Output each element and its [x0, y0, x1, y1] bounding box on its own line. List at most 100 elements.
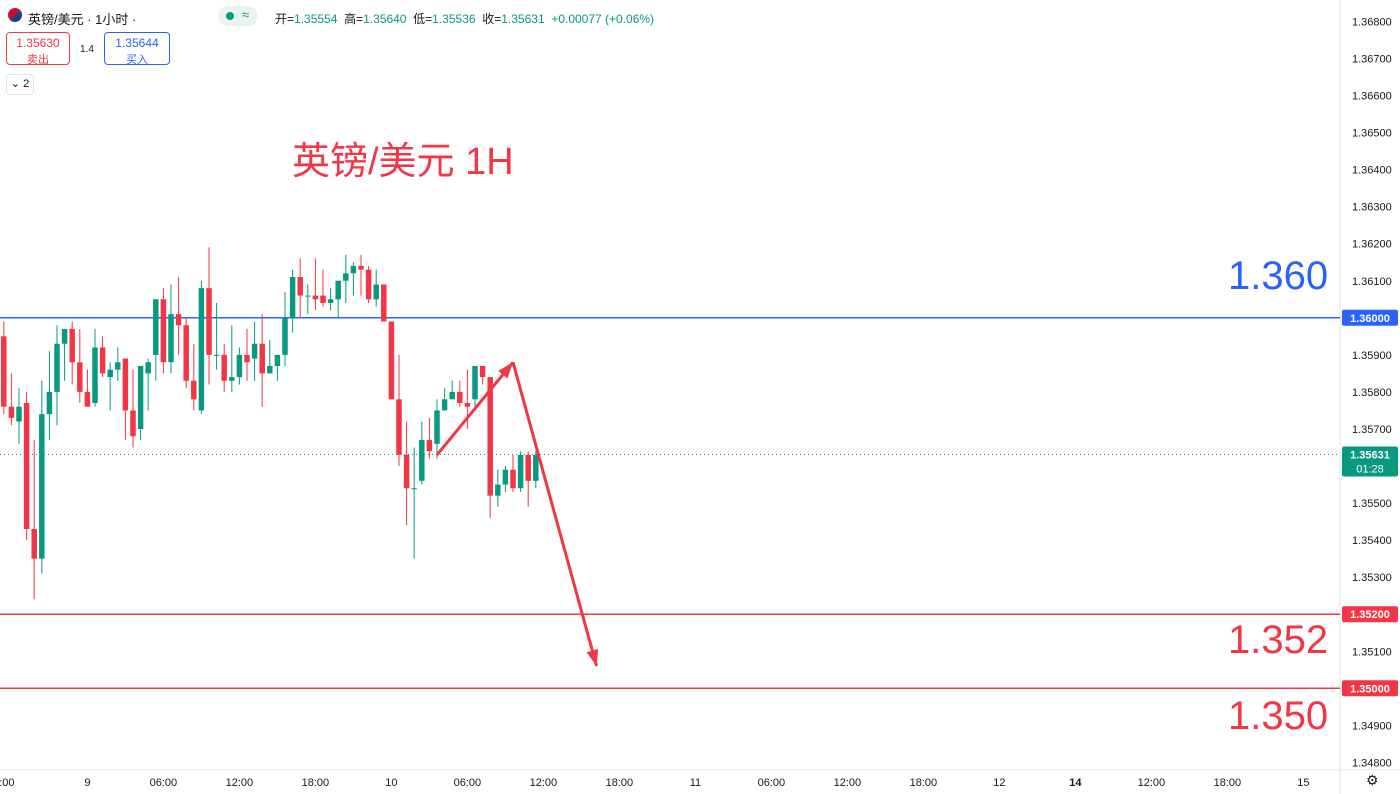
candle-body[interactable]: [388, 321, 395, 400]
chart-header: 英镑/美元 · 1小时 · ≈ 开=1.35554 高=1.35640 低=1.…: [0, 0, 1330, 30]
candle-body[interactable]: [168, 314, 174, 363]
candle-body[interactable]: [358, 265, 364, 270]
buy-button[interactable]: 1.35644 买入: [104, 32, 170, 66]
candle-body[interactable]: [533, 454, 539, 481]
candle-body[interactable]: [373, 284, 379, 300]
current-price-badge: [1342, 446, 1398, 477]
candle-body[interactable]: [69, 328, 75, 363]
candle-body[interactable]: [479, 365, 486, 378]
candle-body[interactable]: [411, 488, 417, 490]
candle-body[interactable]: [61, 328, 68, 344]
candle-body[interactable]: [487, 377, 493, 496]
candle-body[interactable]: [525, 454, 531, 481]
candle-body[interactable]: [251, 343, 258, 359]
spread-value: 1.4: [80, 44, 94, 55]
y-tick-label: 1.34900: [1352, 720, 1392, 732]
candle-body[interactable]: [312, 295, 319, 300]
candle-body[interactable]: [84, 391, 91, 407]
y-tick-label: 1.35400: [1352, 535, 1392, 547]
status-dot-icon: [226, 12, 234, 20]
candle-body[interactable]: [449, 391, 455, 400]
candle-body[interactable]: [130, 410, 136, 437]
candle-body[interactable]: [77, 362, 83, 392]
sell-button[interactable]: 1.35630 卖出: [6, 32, 70, 66]
candle-body[interactable]: [16, 406, 22, 422]
candle-body[interactable]: [335, 280, 341, 300]
high-label: 高=: [344, 12, 364, 26]
candle-body[interactable]: [510, 469, 516, 489]
candle-body[interactable]: [160, 299, 167, 363]
candle-body[interactable]: [267, 365, 273, 374]
candle-body[interactable]: [343, 273, 349, 281]
candle-body[interactable]: [23, 403, 30, 529]
low-value: 1.35536: [432, 12, 476, 26]
candle-body[interactable]: [221, 354, 227, 381]
candle-body[interactable]: [236, 354, 243, 378]
candle-body[interactable]: [457, 391, 463, 404]
settings-gear-icon[interactable]: ⚙: [1366, 772, 1379, 788]
candle-body[interactable]: [183, 325, 189, 381]
candle-body[interactable]: [350, 265, 357, 274]
candle-body[interactable]: [517, 454, 524, 489]
candle-body[interactable]: [206, 288, 212, 355]
layers-toggle[interactable]: ⌄ 2: [6, 74, 34, 95]
candle-body[interactable]: [282, 317, 288, 355]
low-label: 低=: [413, 12, 433, 26]
candle-body[interactable]: [137, 365, 144, 429]
x-tick-label: 10: [385, 777, 397, 789]
ohlc-readout: 开=1.35554 高=1.35640 低=1.35536 收=1.35631 …: [275, 10, 654, 27]
x-tick-label: 06:00: [454, 777, 482, 789]
symbol-title[interactable]: 英镑/美元 · 1小时 ·: [28, 12, 137, 27]
candle-body[interactable]: [495, 484, 501, 496]
support2-annotation: 1.350: [1228, 694, 1329, 738]
layers-count: 2: [23, 78, 30, 90]
candle-body[interactable]: [305, 295, 311, 297]
candle-body[interactable]: [320, 295, 326, 303]
x-tick-label: 14: [1069, 777, 1082, 789]
candle-body[interactable]: [426, 440, 433, 452]
candle-body[interactable]: [259, 343, 265, 374]
candle-body[interactable]: [92, 347, 98, 404]
candle-body[interactable]: [175, 314, 182, 326]
candle-body[interactable]: [213, 354, 220, 356]
y-tick-label: 1.36500: [1352, 128, 1392, 140]
candle-body[interactable]: [403, 454, 410, 489]
candle-body[interactable]: [274, 354, 281, 366]
candle-body[interactable]: [327, 299, 334, 303]
candle-body[interactable]: [46, 391, 53, 415]
candle-body[interactable]: [107, 369, 113, 378]
candle-body[interactable]: [122, 358, 129, 411]
status-wave-icon: ≈: [242, 7, 250, 22]
y-tick-label: 1.36400: [1352, 165, 1392, 177]
candle-body[interactable]: [31, 528, 37, 559]
candle-body[interactable]: [1, 336, 7, 407]
candle-body[interactable]: [99, 347, 106, 374]
candle-body[interactable]: [244, 354, 250, 363]
candle-body[interactable]: [297, 277, 303, 296]
candle-body[interactable]: [8, 406, 15, 418]
candle-body[interactable]: [441, 399, 448, 411]
x-tick-label: 12: [993, 777, 1005, 789]
candle-body[interactable]: [502, 469, 509, 485]
candle-body[interactable]: [39, 414, 45, 559]
candle-body[interactable]: [464, 403, 471, 407]
y-tick-label: 1.36800: [1352, 16, 1392, 28]
candle-body[interactable]: [289, 277, 296, 318]
market-status-indicator[interactable]: ≈: [218, 6, 258, 26]
candle-body[interactable]: [153, 299, 159, 355]
countdown-label: 01:28: [1356, 464, 1384, 476]
candle-body[interactable]: [198, 288, 205, 411]
candle-body[interactable]: [229, 377, 235, 381]
candle-body[interactable]: [54, 343, 60, 392]
candle-body[interactable]: [381, 284, 387, 322]
candle-body[interactable]: [145, 362, 151, 374]
candle-body[interactable]: [191, 380, 197, 400]
candle-body[interactable]: [365, 269, 372, 300]
candle-body[interactable]: [396, 399, 402, 455]
candle-body[interactable]: [472, 365, 478, 400]
candle-body[interactable]: [115, 362, 121, 370]
candle-body[interactable]: [419, 440, 425, 481]
x-tick-label: 12:00: [226, 777, 254, 789]
candle-body[interactable]: [434, 410, 440, 444]
